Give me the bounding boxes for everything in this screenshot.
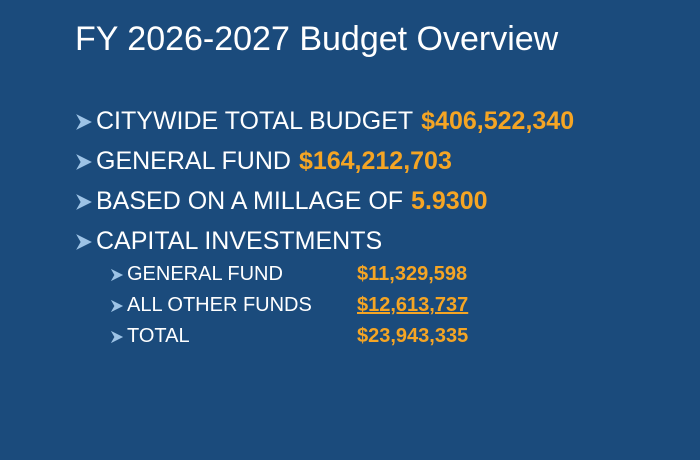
arrow-shape <box>110 299 124 312</box>
bullet-arrow <box>76 153 92 170</box>
bullet-arrow <box>76 113 92 130</box>
bullet: GENERAL FUND $164,212,703 <box>75 147 452 176</box>
bullet-value: $164,212,703 <box>298 147 452 175</box>
arrow-shape <box>76 193 92 210</box>
sub-bullet-value: $11,329,598 <box>357 263 468 285</box>
arrow-shape <box>76 233 92 250</box>
bullet-value: $406,522,340 <box>421 107 575 135</box>
sub-bullet: TOTAL $23,943,335 <box>110 325 468 348</box>
slide-title: FY 2026-2027 Budget Overview <box>75 20 559 58</box>
sub-bullet-label: GENERAL FUND <box>127 263 283 285</box>
bullet: CAPITAL INVESTMENTS <box>75 227 382 256</box>
sub-bullet: GENERAL FUND $11,329,598 <box>110 263 467 286</box>
sub-bullet-value: $23,943,335 <box>357 325 469 347</box>
bullet: BASED ON A MILLAGE OF 5.9300 <box>75 187 488 216</box>
arrow-shape <box>76 153 92 170</box>
sub-bullet-label: TOTAL <box>127 325 190 347</box>
bullet-arrow <box>76 233 92 250</box>
sub-bullet: ALL OTHER FUNDS $12,613,737 <box>110 294 468 317</box>
bullet-arrow <box>110 268 124 281</box>
bullet-label: GENERAL FUND <box>96 147 291 175</box>
bullet-arrow <box>110 330 124 343</box>
sub-bullet-value: $12,613,737 <box>357 294 469 316</box>
bullet-arrow <box>110 299 124 312</box>
arrow-shape <box>110 330 124 343</box>
arrow-shape <box>76 113 92 130</box>
bullet-arrow <box>76 193 92 210</box>
sub-bullet-label: ALL OTHER FUNDS <box>127 294 312 316</box>
bullet-value: 5.9300 <box>411 187 488 215</box>
bullet-label: CAPITAL INVESTMENTS <box>96 227 383 255</box>
arrow-shape <box>110 268 124 281</box>
bullet: CITYWIDE TOTAL BUDGET $406,522,340 <box>75 107 574 136</box>
bullet-label: BASED ON A MILLAGE OF <box>96 187 404 215</box>
bullet-label: CITYWIDE TOTAL BUDGET <box>96 107 414 135</box>
